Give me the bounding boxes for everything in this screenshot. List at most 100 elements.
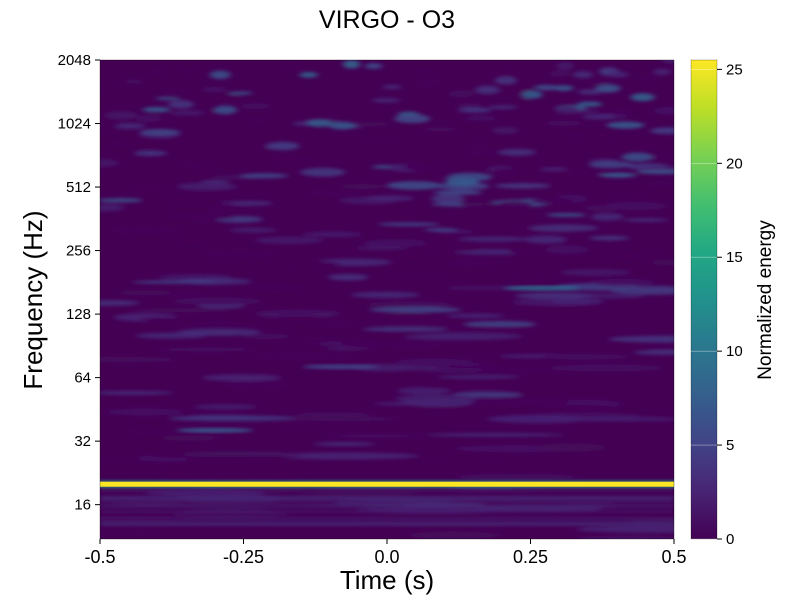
noise-blob [494,76,517,85]
noise-blob [545,245,589,254]
noise-blob [416,80,439,85]
noise-blob [166,290,211,300]
noise-blob [403,162,448,172]
noise-blob [490,274,564,280]
noise-blob [239,173,288,179]
noise-blob [100,203,125,212]
noise-blob [294,412,372,418]
noise-blob [138,317,192,322]
noise-blob [464,321,536,327]
noise-blob [209,70,231,80]
noise-blob [590,213,624,221]
noise-blob [202,374,282,382]
noise-blob [374,402,434,406]
noise-blob [214,94,242,103]
noise-band [100,517,674,520]
energy-line [100,481,674,487]
noise-blob [242,333,291,340]
y-axis-label: Frequency (Hz) [18,210,48,389]
noise-blob [445,258,496,268]
noise-blob [549,364,663,372]
y-tick-label: 1024 [58,116,91,133]
noise-blob [100,391,173,395]
noise-blob [124,79,144,84]
noise-blob [251,352,357,359]
noise-blob [365,62,383,70]
colorbar-tick-label: 20 [726,155,743,172]
noise-blob [495,183,551,189]
noise-blob [132,280,217,284]
y-tick-label: 16 [74,497,91,514]
noise-blob [100,198,143,203]
noise-blob [452,391,523,398]
noise-blob [159,237,221,245]
noise-blob [100,356,178,363]
noise-blob [474,396,569,406]
noise-blob [458,107,492,113]
noise-blob [255,236,324,245]
noise-blob [323,434,426,438]
noise-blob [202,87,227,92]
noise-blob [175,323,261,328]
noise-blob [201,180,230,184]
noise-band [100,505,674,508]
y-tick-label: 128 [66,306,91,323]
noise-blob [179,163,212,168]
noise-blob [307,191,358,195]
noise-blob [414,383,510,389]
energy-features [100,285,674,489]
energy-blob [176,427,253,433]
y-tick-label: 512 [66,179,91,196]
noise-blob [409,332,523,341]
noise-blob [426,433,564,437]
noise-blob [147,70,168,76]
noise-blob [339,340,405,348]
noise-band [100,522,674,525]
x-tick-label: 0.5 [661,547,686,567]
noise-blob [355,506,508,514]
noise-blob [556,61,574,71]
noise-blob [534,84,559,91]
noise-band [100,489,674,492]
noise-blob [509,97,530,104]
noise-blob [354,122,391,127]
noise-blob [645,183,674,187]
noise-blob [553,85,574,92]
noise-blob [379,274,454,279]
noise-blob [169,415,297,422]
noise-blob [408,531,500,539]
noise-blob [159,196,206,203]
noise-blob [650,127,674,135]
noise-blob [100,127,119,134]
noise-blob [397,387,451,395]
noise-blob [194,404,257,410]
noise-blob [608,335,674,343]
noise-blob [244,116,271,121]
noise-blob [579,536,674,539]
noise-blob [185,169,216,176]
noise-blob [465,115,497,121]
noise-blob [142,106,171,113]
noise-blob [241,103,270,109]
noise-blob [115,122,145,130]
x-tick-label: 0.0 [374,547,399,567]
noise-blob [117,290,175,296]
noise-blob [589,235,629,241]
noise-blob [203,204,256,210]
colorbar-tick-label: 0 [726,531,734,548]
noise-blob [600,172,637,178]
noise-blob [437,375,520,379]
noise-blob [226,380,287,389]
noise-blob [634,143,661,148]
noise-blob [300,167,345,177]
noise-blob [328,274,369,281]
noise-blob [546,120,582,126]
noise-blob [492,168,522,177]
noise-blob [630,93,655,102]
noise-blob [231,201,272,206]
noise-blob [228,91,253,95]
noise-blob [173,297,263,306]
noise-blob [172,508,287,518]
noise-blob [270,452,419,460]
noise-blob [365,301,453,308]
